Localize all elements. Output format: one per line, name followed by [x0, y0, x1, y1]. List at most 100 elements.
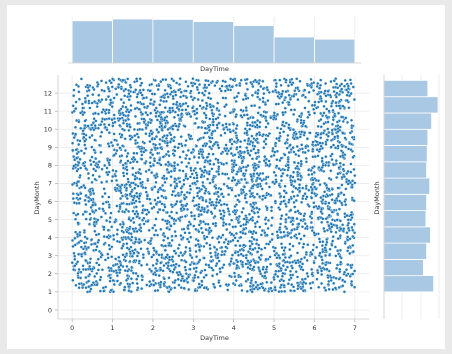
scatter-point — [99, 275, 103, 279]
scatter-point — [217, 240, 221, 244]
scatter-point — [208, 251, 213, 255]
scatter-point — [91, 210, 95, 214]
scatter-point — [139, 181, 143, 185]
scatter-point — [211, 152, 215, 156]
scatter-point — [125, 202, 129, 206]
scatter-point — [184, 260, 188, 264]
scatter-point — [127, 217, 131, 221]
scatter-point — [249, 192, 254, 196]
scatter-point — [163, 125, 167, 129]
scatter-point — [171, 127, 175, 131]
scatter-point — [148, 139, 152, 144]
scatter-point — [263, 231, 267, 235]
scatter-point — [131, 209, 135, 213]
scatter-point — [330, 243, 334, 247]
scatter-point — [140, 146, 144, 151]
scatter-point — [242, 150, 247, 154]
scatter-point — [266, 289, 271, 293]
scatter-point — [121, 222, 126, 226]
scatter-point — [306, 148, 311, 153]
scatter-point — [349, 170, 353, 174]
scatter-point — [252, 103, 257, 108]
scatter-point — [313, 256, 318, 260]
scatter-point — [173, 90, 178, 94]
scatter-point — [119, 87, 124, 91]
scatter-point — [75, 169, 79, 173]
scatter-point — [169, 183, 173, 187]
scatter-point — [255, 220, 259, 224]
scatter-point — [223, 131, 227, 135]
scatter-point — [194, 249, 198, 254]
scatter-point — [273, 288, 278, 292]
scatter-point — [132, 155, 136, 160]
scatter-point — [299, 174, 303, 178]
scatter-point — [295, 251, 300, 255]
scatter-point — [324, 99, 328, 104]
scatter-point — [309, 185, 313, 189]
scatter-point — [234, 231, 239, 236]
scatter-point — [170, 255, 175, 259]
scatter-point — [317, 165, 321, 170]
scatter-point — [223, 114, 227, 118]
scatter-point — [178, 180, 182, 184]
scatter-point — [174, 102, 179, 107]
scatter-point — [277, 262, 281, 266]
scatter-point — [73, 236, 77, 240]
scatter-point — [193, 121, 197, 125]
scatter-point — [292, 160, 297, 164]
scatter-point — [322, 122, 326, 126]
scatter-point — [282, 258, 286, 263]
scatter-point — [127, 289, 131, 293]
scatter-point — [256, 182, 260, 186]
scatter-point — [172, 267, 176, 272]
scatter-point — [339, 227, 343, 231]
scatter-point — [252, 211, 257, 215]
scatter-point — [309, 81, 314, 86]
scatter-point — [338, 161, 342, 165]
scatter-point — [261, 96, 265, 100]
scatter-point — [208, 117, 212, 121]
scatter-point — [322, 229, 327, 233]
scatter-point — [257, 160, 262, 164]
scatter-point — [210, 274, 215, 278]
scatter-point — [107, 111, 111, 115]
scatter-point — [306, 243, 310, 247]
scatter-point — [176, 113, 180, 117]
scatter-point — [211, 123, 215, 127]
scatter-point — [134, 271, 138, 276]
scatter-point — [352, 222, 356, 226]
scatter-point — [344, 187, 348, 191]
scatter-point — [258, 125, 262, 129]
scatter-point — [92, 167, 96, 171]
scatter-point — [288, 97, 293, 102]
scatter-point — [92, 87, 96, 92]
scatter-point — [220, 245, 224, 250]
scatter-point — [255, 238, 259, 242]
scatter-point — [284, 268, 288, 272]
scatter-point — [195, 194, 200, 198]
scatter-point — [296, 86, 300, 90]
scatter-point — [87, 99, 91, 103]
scatter-point — [321, 217, 325, 221]
scatter-point — [349, 91, 353, 96]
scatter-point — [87, 88, 91, 92]
scatter-point — [187, 161, 191, 165]
scatter-point — [240, 260, 245, 264]
scatter-point — [267, 131, 272, 136]
x-tick-label: 5 — [272, 324, 276, 332]
scatter-point — [140, 157, 144, 161]
y-tick-label: 5 — [48, 216, 52, 224]
scatter-point — [201, 198, 205, 202]
scatter-point — [204, 113, 208, 117]
scatter-point — [336, 86, 340, 90]
scatter-point — [196, 207, 200, 212]
scatter-point — [336, 172, 340, 176]
scatter-point — [221, 123, 225, 127]
scatter-point — [331, 118, 336, 122]
scatter-point — [245, 220, 249, 224]
scatter-point — [260, 274, 265, 278]
scatter-point — [342, 84, 347, 88]
scatter-point — [213, 83, 217, 88]
scatter-point — [133, 141, 138, 146]
scatter-point — [287, 93, 291, 97]
